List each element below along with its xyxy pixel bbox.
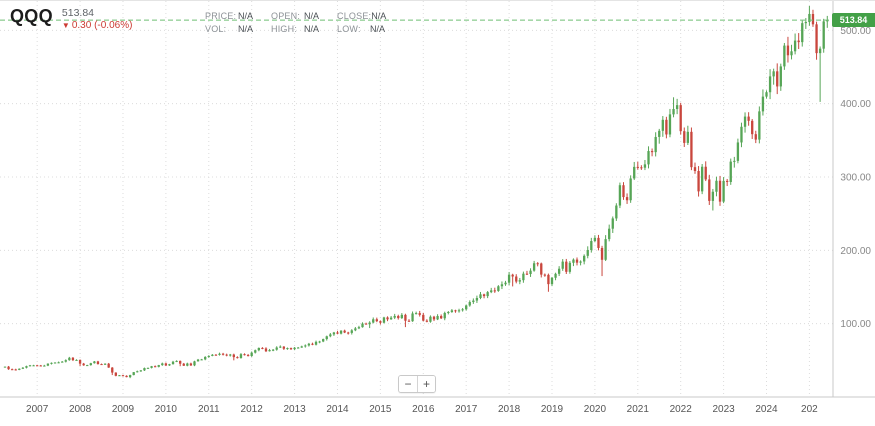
zoom-in-button[interactable]: + bbox=[417, 376, 435, 392]
svg-text:300.00: 300.00 bbox=[840, 173, 871, 184]
svg-text:500.00: 500.00 bbox=[840, 26, 871, 37]
legend-low: LOW: N/A bbox=[337, 24, 386, 34]
zoom-out-button[interactable]: − bbox=[399, 376, 417, 392]
zoom-controls: − + bbox=[398, 375, 436, 393]
svg-text:2019: 2019 bbox=[541, 404, 564, 415]
legend-price: PRICE: N/A bbox=[205, 11, 254, 21]
svg-text:2020: 2020 bbox=[584, 404, 607, 415]
svg-text:2007: 2007 bbox=[26, 404, 49, 415]
symbol-label: QQQ bbox=[10, 6, 53, 26]
down-arrow-icon: ▼ bbox=[61, 21, 70, 30]
svg-text:200.00: 200.00 bbox=[840, 246, 871, 257]
svg-text:100.00: 100.00 bbox=[840, 319, 871, 330]
svg-text:2017: 2017 bbox=[455, 404, 478, 415]
legend-vol: VOL: N/A bbox=[205, 24, 254, 34]
svg-text:2023: 2023 bbox=[712, 404, 735, 415]
ohlc-legend: PRICE: N/A OPEN: N/A CLOSE:N/A VOL: N/A HIG… bbox=[205, 12, 386, 34]
svg-text:2012: 2012 bbox=[241, 404, 264, 415]
svg-text:400.00: 400.00 bbox=[840, 99, 871, 110]
svg-text:202: 202 bbox=[801, 404, 818, 415]
svg-text:2021: 2021 bbox=[627, 404, 650, 415]
svg-text:2022: 2022 bbox=[670, 404, 693, 415]
chart-header: QQQ 513.84 ▼ 0.30 (-0.06%) bbox=[10, 7, 132, 33]
svg-text:2015: 2015 bbox=[369, 404, 392, 415]
price-block: 513.84 ▼ 0.30 (-0.06%) bbox=[62, 7, 133, 33]
svg-text:2014: 2014 bbox=[326, 404, 349, 415]
svg-text:2009: 2009 bbox=[112, 404, 135, 415]
price-change: ▼ 0.30 (-0.06%) bbox=[62, 19, 133, 33]
svg-text:2010: 2010 bbox=[155, 404, 178, 415]
last-price-text: 513.84 bbox=[61, 7, 95, 19]
svg-text:2024: 2024 bbox=[755, 404, 778, 415]
legend-open: OPEN: N/A bbox=[271, 11, 320, 21]
last-price-tag: 513.84 bbox=[832, 13, 875, 27]
svg-text:2016: 2016 bbox=[412, 404, 435, 415]
legend-close: CLOSE:N/A bbox=[337, 11, 387, 21]
svg-text:2008: 2008 bbox=[69, 404, 92, 415]
change-text: 0.30 (-0.06%) bbox=[71, 20, 133, 31]
legend-high: HIGH: N/A bbox=[271, 24, 320, 34]
svg-text:2013: 2013 bbox=[283, 404, 306, 415]
svg-text:2018: 2018 bbox=[498, 404, 521, 415]
svg-text:2011: 2011 bbox=[198, 404, 220, 415]
